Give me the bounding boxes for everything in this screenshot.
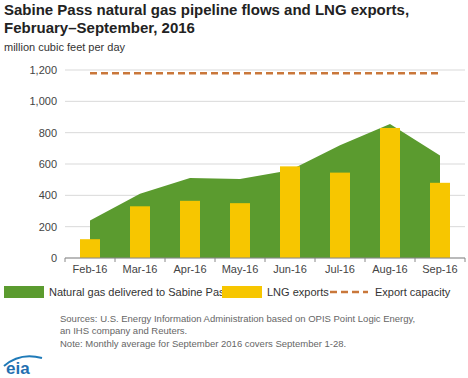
- x-tick: [315, 258, 316, 262]
- x-tick: [365, 258, 366, 262]
- legend: Natural gas delivered to Sabine Pass LNG …: [4, 286, 451, 298]
- x-tick-label: Jun-16: [273, 263, 307, 275]
- area: [90, 124, 440, 258]
- legend-swatch: [4, 286, 44, 298]
- x-tick-label: May-16: [222, 263, 259, 275]
- x-tick-label: Aug-16: [372, 263, 407, 275]
- note: Sources: U.S. Energy Information Adminis…: [60, 313, 415, 324]
- x-tick: [415, 258, 416, 262]
- x-tick: [115, 258, 116, 262]
- x-tick: [465, 258, 466, 262]
- y-tick-label: 800: [39, 127, 57, 139]
- bar: [80, 239, 100, 258]
- y-axis: 0 200 400 600 800 1,000 1,200: [29, 64, 465, 264]
- bar: [130, 206, 150, 258]
- bar: [430, 183, 450, 258]
- y-tick-label: 200: [39, 221, 57, 233]
- chart: Sabine Pass natural gas pipeline flows a…: [0, 0, 468, 378]
- legend-swatch: [330, 291, 368, 294]
- plot-area: [80, 73, 450, 258]
- bar: [180, 201, 200, 258]
- grid-line: [65, 70, 465, 71]
- title: February–September, 2016: [4, 19, 195, 36]
- legend-label: Export capacity: [375, 286, 451, 298]
- subtitle: million cubic feet per day: [4, 41, 126, 53]
- y-tick-label: 0: [51, 252, 57, 264]
- legend-label: Natural gas delivered to Sabine Pass: [49, 286, 230, 298]
- x-tick-label: Apr-16: [173, 263, 206, 275]
- x-tick: [215, 258, 216, 262]
- x-tick: [165, 258, 166, 262]
- bar: [380, 128, 400, 258]
- title: Sabine Pass natural gas pipeline flows a…: [4, 1, 409, 18]
- x-tick-label: Jul-16: [325, 263, 355, 275]
- x-tick: [65, 258, 66, 262]
- grid-line: [65, 132, 465, 133]
- note: Note: Monthly average for September 2016…: [60, 338, 346, 349]
- y-tick-label: 1,000: [29, 95, 57, 107]
- legend-swatch: [222, 286, 262, 298]
- x-tick: [265, 258, 266, 262]
- grid-line: [65, 101, 465, 102]
- x-tick-label: Feb-16: [73, 263, 108, 275]
- logo-text: eia: [6, 359, 30, 378]
- logo: eia: [4, 356, 42, 378]
- x-tick-label: Sep-16: [422, 263, 457, 275]
- x-tick-label: Mar-16: [123, 263, 158, 275]
- bar: [280, 166, 300, 258]
- y-tick-label: 400: [39, 189, 57, 201]
- y-tick-label: 600: [39, 158, 57, 170]
- note: an IHS company and Reuters.: [60, 325, 187, 336]
- legend-label: LNG exports: [267, 286, 329, 298]
- bar: [330, 173, 350, 258]
- page: {"chart_data": { "type": "bar", "title":…: [0, 0, 468, 378]
- x-axis: Feb-16 Mar-16 Apr-16 May-16 Jun-16 Jul-16 Aug-…: [65, 258, 465, 275]
- y-tick-label: 1,200: [29, 64, 57, 76]
- bar: [230, 203, 250, 258]
- line: [90, 72, 440, 75]
